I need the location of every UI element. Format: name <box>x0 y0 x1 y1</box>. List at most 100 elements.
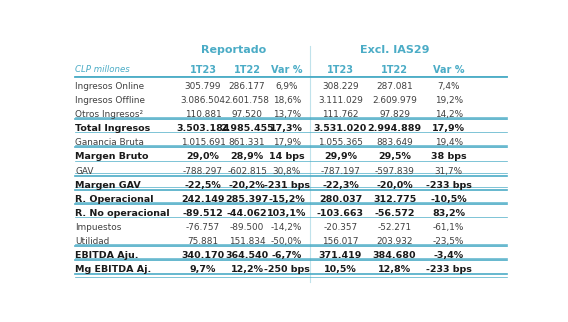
Text: 151.834: 151.834 <box>229 237 265 246</box>
Text: -231 bps: -231 bps <box>264 181 310 190</box>
Text: Ingresos Offline: Ingresos Offline <box>76 96 145 105</box>
Text: 18,6%: 18,6% <box>273 96 301 105</box>
Text: 3.531.020: 3.531.020 <box>314 124 367 133</box>
Text: 17,9%: 17,9% <box>432 124 465 133</box>
Text: -52.271: -52.271 <box>378 223 412 232</box>
Text: -788.297: -788.297 <box>183 166 223 175</box>
Text: -61,1%: -61,1% <box>433 223 465 232</box>
Text: 29,9%: 29,9% <box>324 152 357 161</box>
Text: -20,2%: -20,2% <box>229 181 265 190</box>
Text: Total Ingresos: Total Ingresos <box>76 124 151 133</box>
Text: 883.649: 883.649 <box>376 138 413 147</box>
Text: 9,7%: 9,7% <box>190 265 216 274</box>
Text: 861.331: 861.331 <box>229 138 265 147</box>
Text: -14,2%: -14,2% <box>271 223 302 232</box>
Text: 371.419: 371.419 <box>319 251 362 260</box>
Text: 19,2%: 19,2% <box>435 96 463 105</box>
Text: 1T22: 1T22 <box>381 65 408 75</box>
Text: Otros Ingresos²: Otros Ingresos² <box>76 110 144 119</box>
Text: 156.017: 156.017 <box>322 237 358 246</box>
Text: -22,3%: -22,3% <box>322 181 359 190</box>
Text: 1T23: 1T23 <box>190 65 216 75</box>
Text: 110.881: 110.881 <box>185 110 222 119</box>
Text: Mg EBITDA Aj.: Mg EBITDA Aj. <box>76 265 152 274</box>
Text: 285.397: 285.397 <box>225 195 269 204</box>
Text: -10,5%: -10,5% <box>431 195 467 204</box>
Text: 19,4%: 19,4% <box>435 138 463 147</box>
Text: -20,0%: -20,0% <box>376 181 413 190</box>
Text: 29,5%: 29,5% <box>378 152 411 161</box>
Text: 38 bps: 38 bps <box>431 152 466 161</box>
Text: Impuestos: Impuestos <box>76 223 122 232</box>
Text: 286.177: 286.177 <box>229 82 265 91</box>
Text: 1.015.691: 1.015.691 <box>181 138 225 147</box>
Text: -597.839: -597.839 <box>375 166 415 175</box>
Text: -23,5%: -23,5% <box>433 237 465 246</box>
Text: -103.663: -103.663 <box>317 209 364 218</box>
Text: -44.062: -44.062 <box>227 209 268 218</box>
Text: Reportado: Reportado <box>201 45 266 55</box>
Text: Ingresos Online: Ingresos Online <box>76 82 144 91</box>
Text: -89.500: -89.500 <box>230 223 264 232</box>
Text: -6,7%: -6,7% <box>272 251 302 260</box>
Text: -20.357: -20.357 <box>323 223 357 232</box>
Text: 3.086.504: 3.086.504 <box>181 96 225 105</box>
Text: -602.815: -602.815 <box>227 166 267 175</box>
Text: 30,8%: 30,8% <box>273 166 301 175</box>
Text: 1T22: 1T22 <box>233 65 261 75</box>
Text: -233 bps: -233 bps <box>426 181 471 190</box>
Text: 364.540: 364.540 <box>225 251 269 260</box>
Text: 97.520: 97.520 <box>232 110 262 119</box>
Text: 6,9%: 6,9% <box>275 82 298 91</box>
Text: 7,4%: 7,4% <box>437 82 460 91</box>
Text: 97.829: 97.829 <box>379 110 410 119</box>
Text: 1.055.365: 1.055.365 <box>318 138 363 147</box>
Text: 17,9%: 17,9% <box>273 138 301 147</box>
Text: 1T23: 1T23 <box>327 65 354 75</box>
Text: 287.081: 287.081 <box>376 82 413 91</box>
Text: 75.881: 75.881 <box>187 237 219 246</box>
Text: 242.149: 242.149 <box>181 195 225 204</box>
Text: 3.111.029: 3.111.029 <box>318 96 363 105</box>
Text: 312.775: 312.775 <box>373 195 416 204</box>
Text: 12,2%: 12,2% <box>231 265 264 274</box>
Text: -50,0%: -50,0% <box>271 237 302 246</box>
Text: Ganancia Bruta: Ganancia Bruta <box>76 138 144 147</box>
Text: 2.601.758: 2.601.758 <box>224 96 270 105</box>
Text: 12,8%: 12,8% <box>378 265 411 274</box>
Text: Var %: Var % <box>433 65 465 75</box>
Text: 384.680: 384.680 <box>373 251 416 260</box>
Text: Margen Bruto: Margen Bruto <box>76 152 149 161</box>
Text: 14 bps: 14 bps <box>269 152 304 161</box>
Text: 203.932: 203.932 <box>376 237 413 246</box>
Text: 340.170: 340.170 <box>182 251 224 260</box>
Text: 111.762: 111.762 <box>322 110 358 119</box>
Text: Margen GAV: Margen GAV <box>76 181 141 190</box>
Text: CLP millones: CLP millones <box>76 65 130 74</box>
Text: -3,4%: -3,4% <box>433 251 463 260</box>
Text: 13,7%: 13,7% <box>273 110 301 119</box>
Text: 2.985.455: 2.985.455 <box>220 124 274 133</box>
Text: 2.609.979: 2.609.979 <box>372 96 417 105</box>
Text: 31,7%: 31,7% <box>435 166 463 175</box>
Text: 305.799: 305.799 <box>185 82 222 91</box>
Text: -56.572: -56.572 <box>374 209 415 218</box>
Text: -787.197: -787.197 <box>320 166 360 175</box>
Text: 83,2%: 83,2% <box>432 209 465 218</box>
Text: 280.037: 280.037 <box>319 195 362 204</box>
Text: R. Operacional: R. Operacional <box>76 195 154 204</box>
Text: -250 bps: -250 bps <box>264 265 310 274</box>
Text: -76.757: -76.757 <box>186 223 220 232</box>
Text: Utilidad: Utilidad <box>76 237 110 246</box>
Text: GAV: GAV <box>76 166 94 175</box>
Text: 28,9%: 28,9% <box>231 152 264 161</box>
Text: 2.994.889: 2.994.889 <box>367 124 421 133</box>
Text: R. No operacional: R. No operacional <box>76 209 170 218</box>
Text: 308.229: 308.229 <box>322 82 359 91</box>
Text: 103,1%: 103,1% <box>267 209 306 218</box>
Text: 17,3%: 17,3% <box>270 124 303 133</box>
Text: -89.512: -89.512 <box>183 209 223 218</box>
Text: 10,5%: 10,5% <box>324 265 357 274</box>
Text: 14,2%: 14,2% <box>435 110 463 119</box>
Text: 3.503.184: 3.503.184 <box>176 124 230 133</box>
